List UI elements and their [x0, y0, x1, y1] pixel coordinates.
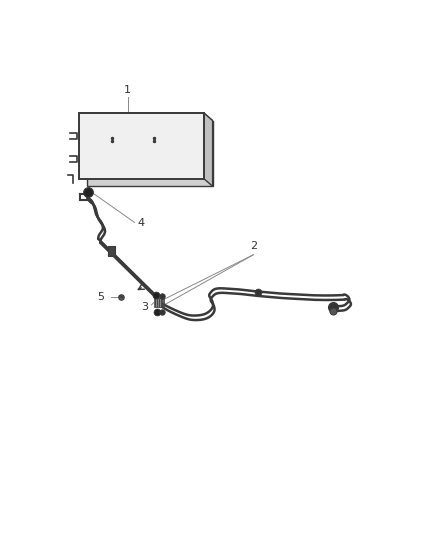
Bar [108, 246, 115, 256]
Text: 3: 3 [141, 302, 148, 312]
Polygon shape [78, 113, 204, 179]
Text: 1: 1 [124, 85, 131, 95]
Bar [155, 298, 157, 308]
Bar [161, 298, 162, 308]
Polygon shape [87, 120, 212, 186]
Bar [157, 298, 159, 308]
Polygon shape [204, 113, 212, 186]
Bar [163, 298, 164, 308]
Text: 5: 5 [97, 292, 104, 302]
Bar [159, 298, 161, 308]
Text: 4: 4 [138, 218, 145, 228]
Text: 2: 2 [250, 241, 257, 251]
Bar [154, 298, 155, 308]
Polygon shape [78, 113, 212, 120]
